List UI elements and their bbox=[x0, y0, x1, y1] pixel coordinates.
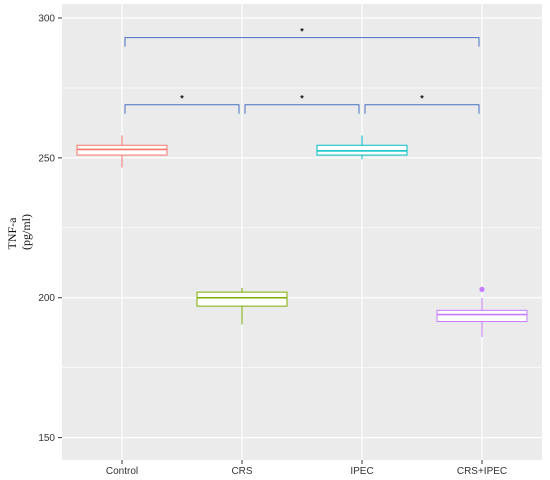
box-crs bbox=[196, 287, 288, 325]
box-iqr bbox=[436, 309, 528, 323]
y-tick-label: 150 bbox=[38, 433, 55, 444]
bracket-ipec-crs-ipec: * bbox=[364, 94, 480, 114]
bracket-crs-ipec: * bbox=[244, 94, 360, 114]
x-tick-label: CRS+IPEC bbox=[457, 466, 507, 477]
x-axis: Control CRS IPEC CRS+IPEC bbox=[106, 460, 507, 477]
major-gridlines bbox=[62, 4, 542, 460]
y-tick-label: 200 bbox=[38, 293, 55, 304]
minor-gridlines bbox=[62, 87, 542, 368]
y-axis-title-unit: (pg/ml) bbox=[19, 214, 33, 250]
x-tick-label: IPEC bbox=[350, 466, 373, 477]
bracket-line bbox=[124, 37, 480, 47]
y-axis-title-main: TNF-a bbox=[5, 217, 19, 250]
x-tick-label: Control bbox=[106, 466, 138, 477]
x-tick-label: CRS bbox=[231, 466, 252, 477]
outlier-point bbox=[479, 286, 485, 292]
bracket-control-crs-ipec: * bbox=[124, 27, 480, 47]
box-series bbox=[76, 135, 528, 337]
significance-label: * bbox=[300, 27, 304, 37]
plot-panel bbox=[62, 4, 542, 460]
bracket-line bbox=[124, 104, 240, 114]
box-control bbox=[76, 135, 168, 168]
significance-label: * bbox=[180, 94, 184, 104]
bracket-control-crs: * bbox=[124, 94, 240, 114]
y-axis-title: TNF-a (pg/ml) bbox=[5, 214, 33, 250]
significance-label: * bbox=[300, 94, 304, 104]
box-crs-ipec bbox=[436, 286, 528, 337]
y-tick-label: 300 bbox=[38, 13, 55, 24]
y-tick-label: 250 bbox=[38, 153, 55, 164]
bracket-line bbox=[244, 104, 360, 114]
significance-brackets: * * * * bbox=[124, 27, 480, 114]
y-axis: 150 200 250 300 bbox=[38, 13, 62, 444]
box-iqr bbox=[196, 291, 288, 307]
bracket-line bbox=[364, 104, 480, 114]
box-ipec bbox=[316, 135, 408, 160]
significance-label: * bbox=[420, 94, 424, 104]
